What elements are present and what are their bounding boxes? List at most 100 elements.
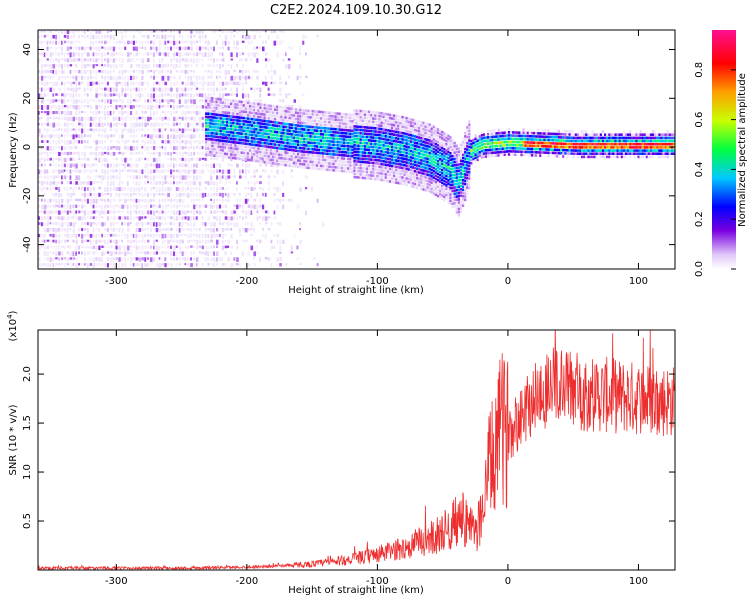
spectrogram-cell	[240, 119, 243, 123]
spectrogram-cell	[409, 178, 412, 181]
spectrogram-cell	[391, 145, 394, 149]
spectrogram-cell	[416, 173, 419, 177]
spectrogram-cell	[297, 111, 300, 115]
spectrogram-cell	[78, 116, 81, 122]
spectrogram-cell	[217, 151, 220, 155]
spectrogram-cell	[38, 40, 41, 44]
spectrogram-cell	[242, 151, 245, 155]
spectrogram-cell	[190, 140, 192, 145]
spectrogram-cell	[58, 239, 61, 244]
spectrogram-cell	[46, 175, 49, 181]
spectrogram-cell	[187, 181, 190, 186]
spectrogram-cell	[303, 166, 306, 169]
spectrogram-cell	[178, 75, 181, 80]
spectrogram-cell	[207, 131, 210, 135]
spectrogram-cell	[409, 172, 412, 175]
spectrogram-cell	[259, 257, 261, 262]
spectrogram-cell	[38, 58, 40, 64]
spectrogram-cell	[210, 58, 213, 61]
spectrogram-cell	[175, 64, 178, 68]
spectrogram-cell	[355, 150, 358, 154]
spectrogram-cell	[181, 105, 184, 108]
spectrogram-cell	[124, 192, 127, 197]
spectrogram-cell	[324, 130, 327, 133]
spectrogram-cell	[411, 134, 414, 138]
spectrogram-cell	[228, 118, 231, 121]
spectrogram-cell	[363, 157, 366, 161]
spectrogram-cell	[121, 30, 124, 34]
spectrogram-cell	[63, 245, 66, 250]
spectrogram-cell	[263, 148, 266, 151]
spectrogram-cell	[213, 233, 216, 238]
spectrogram-cell	[236, 30, 239, 34]
spectrogram-cell	[355, 144, 358, 147]
spectrogram-cell	[58, 87, 61, 91]
spectrogram-cell	[92, 128, 95, 133]
spectrogram-cell	[210, 163, 213, 169]
spectrogram-cell	[403, 148, 406, 151]
spectrogram-cell	[61, 169, 64, 173]
spectrogram-cell	[161, 163, 165, 169]
spectrogram-cell	[399, 172, 402, 176]
spectrogram-cell	[173, 157, 176, 161]
spectrogram-cell	[294, 149, 298, 152]
spectrogram-cell	[405, 151, 408, 155]
spectrogram-cell	[253, 102, 256, 105]
spectrogram-cell	[265, 104, 268, 107]
spectrogram-cell	[121, 75, 124, 80]
spectrogram-cell	[104, 187, 107, 192]
spectrogram-cell	[204, 40, 207, 44]
spectrogram-cell	[158, 257, 161, 260]
spectrogram-cell	[271, 124, 275, 127]
spectrogram-cell	[384, 122, 387, 125]
spectrogram-cell	[104, 81, 107, 84]
spectrogram-cell	[256, 216, 259, 221]
spectrogram-cell	[349, 138, 352, 142]
spectrogram-cell	[216, 163, 219, 166]
spectrogram-cell	[382, 153, 385, 157]
spectrogram-cell	[250, 222, 253, 227]
spectrogram-cell	[75, 257, 78, 261]
spectrogram-cell	[320, 142, 323, 145]
spectrogram-cell	[345, 154, 348, 157]
spectrogram-cell	[175, 251, 178, 257]
spectrogram-cell	[219, 129, 222, 133]
spectrogram-cell	[40, 198, 43, 202]
spectrogram-cell	[58, 93, 60, 96]
spectrogram-cell	[376, 162, 379, 165]
spectrogram-cell	[305, 118, 308, 122]
spectrogram-cell	[198, 204, 201, 209]
spectrogram-cell	[309, 157, 312, 160]
spectrogram-cell	[393, 136, 396, 140]
spectrogram-cell	[112, 146, 116, 149]
spectrogram-cell	[259, 163, 262, 167]
spectrogram-cell	[72, 34, 76, 38]
spectrogram-cell	[386, 132, 389, 135]
spectrogram-cell	[135, 204, 139, 210]
spectrogram-cell	[181, 93, 184, 97]
spectrogram-cell	[81, 34, 84, 37]
spectrogram-cell	[386, 173, 389, 176]
spectrogram-cell	[395, 133, 398, 137]
spectrogram-cell	[409, 184, 412, 188]
spectrogram-cell	[167, 105, 170, 108]
spectrogram-cell	[213, 157, 216, 160]
spectrogram-cell	[411, 169, 414, 172]
spectrogram-cell	[397, 159, 400, 163]
spectrogram-cell	[357, 176, 360, 179]
spectrogram-cell	[170, 58, 173, 63]
spectrogram-cell	[213, 30, 216, 33]
spectrogram-cell	[95, 192, 98, 198]
spectrogram-cell	[388, 123, 392, 126]
spectrogram-cell	[207, 112, 210, 115]
spectrogram-cell	[193, 204, 196, 210]
spectrogram-cell	[129, 204, 133, 209]
spectrogram-cell	[299, 153, 302, 156]
spectrogram-cell	[378, 111, 381, 115]
spectrogram-cell	[236, 163, 239, 168]
spectrogram-cell	[55, 233, 57, 238]
spectrogram-cell	[121, 228, 124, 233]
spectrogram-cell	[181, 228, 184, 232]
spectrogram-cell	[256, 245, 258, 249]
spectrogram-cell	[405, 123, 408, 126]
